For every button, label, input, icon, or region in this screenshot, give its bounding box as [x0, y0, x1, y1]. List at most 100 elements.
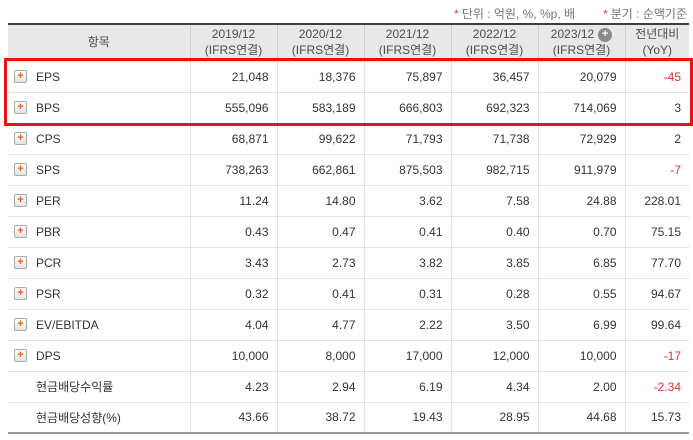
metric-value-cell: 75,897: [363, 60, 451, 92]
metric-label: SPS: [36, 162, 61, 177]
table-row: + CPS 68,871 99,622 71,793 71,738 72,929 2: [8, 122, 689, 154]
expand-row-icon[interactable]: +: [14, 225, 27, 238]
column-header-period: 2022/12 (IFRS연결): [450, 24, 538, 61]
metric-value-cell: 0.43: [189, 215, 277, 247]
metric-label-cell: + EV/EBITDA: [8, 308, 190, 340]
expand-row-icon[interactable]: +: [14, 101, 27, 114]
metric-label: PBR: [36, 224, 61, 239]
financial-table-wrap: 항목 2019/12 (IFRS연결) 2020/12 (IFRS연결) 2021/12…: [4, 23, 693, 434]
period-label: 2019/12: [211, 27, 256, 42]
yoy-value-cell: 3: [624, 91, 689, 123]
metric-value-cell: 875,503: [363, 153, 451, 185]
expand-row-icon[interactable]: +: [14, 194, 27, 207]
add-column-icon[interactable]: +: [598, 27, 613, 42]
expand-row-icon[interactable]: +: [14, 70, 27, 83]
metric-value-cell: 3.43: [189, 246, 277, 278]
expand-row-icon[interactable]: +: [14, 287, 27, 300]
metric-value-cell: 7.58: [450, 184, 538, 216]
table-row: + BPS 555,096 583,189 666,803 692,323 714,069 3: [8, 91, 689, 123]
accounting-standard-label: (IFRS연결): [291, 42, 350, 57]
yoy-header-line2: (YoY): [642, 42, 673, 57]
unit-note: * 단위 : 억원, %, %p, 배: [454, 5, 575, 22]
metric-value-cell: 0.41: [363, 215, 451, 247]
metric-value-cell: 662,861: [276, 153, 364, 185]
yoy-value-cell: 94.67: [624, 277, 689, 309]
expand-row-icon[interactable]: +: [14, 318, 27, 331]
table-row: + EV/EBITDA 4.04 4.77 2.22 3.50 6.99 99.64: [8, 308, 689, 340]
metric-value-cell: 71,793: [363, 122, 451, 154]
financial-metrics-table: 항목 2019/12 (IFRS연결) 2020/12 (IFRS연결) 2021/12…: [8, 23, 689, 434]
yoy-value-cell: 2: [624, 122, 689, 154]
metric-value-cell: 99,622: [276, 122, 364, 154]
metric-label-cell: + PSR: [8, 277, 190, 309]
metric-label: PER: [36, 193, 61, 208]
icon-spacer: [14, 380, 27, 393]
table-row: + PCR 3.43 2.73 3.82 3.85 6.85 77.70: [8, 246, 689, 278]
metric-value-cell: 21,048: [189, 60, 277, 92]
metric-label: EPS: [36, 69, 61, 84]
metric-value-cell: 0.31: [363, 277, 451, 309]
period-label: 2020/12: [298, 27, 343, 42]
metric-label: BPS: [36, 100, 61, 115]
metric-value-cell: 2.94: [276, 370, 364, 402]
metric-value-cell: 3.82: [363, 246, 451, 278]
metric-value-cell: 6.99: [537, 308, 625, 340]
metric-value-cell: 2.73: [276, 246, 364, 278]
metric-value-cell: 714,069: [537, 91, 625, 123]
table-notes: * 단위 : 억원, %, %p, 배 * 분기 : 순액기준: [0, 0, 693, 23]
metric-value-cell: 10,000: [189, 339, 277, 371]
metric-value-cell: 982,715: [450, 153, 538, 185]
period-label: 2023/12: [550, 27, 595, 42]
metric-value-cell: 17,000: [363, 339, 451, 371]
metric-value-cell: 6.19: [363, 370, 451, 402]
table-row: 현금배당수익률 4.23 2.94 6.19 4.34 2.00 -2.34: [8, 370, 689, 402]
metric-value-cell: 911,979: [537, 153, 625, 185]
column-header-period: 2023/12 + (IFRS연결): [537, 24, 625, 61]
metric-value-cell: 0.55: [537, 277, 625, 309]
metric-value-cell: 20,079: [537, 60, 625, 92]
metric-value-cell: 6.85: [537, 246, 625, 278]
metric-label: PCR: [36, 255, 62, 270]
metric-label: 현금배당수익률: [36, 380, 114, 394]
metric-value-cell: 28.95: [450, 401, 538, 433]
metric-value-cell: 0.47: [276, 215, 364, 247]
yoy-value-cell: -45: [624, 60, 689, 92]
metric-value-cell: 0.41: [276, 277, 364, 309]
yoy-value-cell: 75.15: [624, 215, 689, 247]
yoy-value-cell: 228.01: [624, 184, 689, 216]
metric-value-cell: 68,871: [189, 122, 277, 154]
yoy-value-cell: 99.64: [624, 308, 689, 340]
metric-value-cell: 2.22: [363, 308, 451, 340]
expand-row-icon[interactable]: +: [14, 132, 27, 145]
column-header-item: 항목: [8, 24, 190, 61]
table-row: + PBR 0.43 0.47 0.41 0.40 0.70 75.15: [8, 215, 689, 247]
metric-value-cell: 12,000: [450, 339, 538, 371]
metric-value-cell: 4.77: [276, 308, 364, 340]
expand-row-icon[interactable]: +: [14, 163, 27, 176]
basis-note-text: 분기 : 순액기준: [610, 7, 687, 21]
metric-value-cell: 19.43: [363, 401, 451, 433]
unit-note-text: 단위 : 억원, %, %p, 배: [461, 7, 576, 21]
yoy-value-cell: 77.70: [624, 246, 689, 278]
metric-value-cell: 71,738: [450, 122, 538, 154]
metric-value-cell: 4.23: [189, 370, 277, 402]
metric-label-cell: 현금배당성향(%): [8, 401, 190, 433]
table-row: + PER 11.24 14.80 3.62 7.58 24.88 228.01: [8, 184, 689, 216]
expand-row-icon[interactable]: +: [14, 256, 27, 269]
yoy-value-cell: -7: [624, 153, 689, 185]
metric-value-cell: 24.88: [537, 184, 625, 216]
metric-label: PSR: [36, 286, 61, 301]
table-row: + SPS 738,263 662,861 875,503 982,715 911,979-…: [8, 153, 689, 185]
period-label: 2021/12: [385, 27, 430, 42]
period-label: 2022/12: [472, 27, 517, 42]
metric-value-cell: 555,096: [189, 91, 277, 123]
metric-value-cell: 3.50: [450, 308, 538, 340]
metric-value-cell: 38.72: [276, 401, 364, 433]
expand-row-icon[interactable]: +: [14, 349, 27, 362]
basis-note: * 분기 : 순액기준: [603, 5, 687, 22]
table-row: 현금배당성향(%) 43.66 38.72 19.43 28.95 44.68 15.73: [8, 401, 689, 433]
metric-label-cell: + EPS: [8, 60, 190, 92]
yoy-header-line1: 전년대비: [635, 27, 680, 42]
metric-label: 현금배당성향(%): [36, 410, 121, 425]
metric-value-cell: 11.24: [189, 184, 277, 216]
